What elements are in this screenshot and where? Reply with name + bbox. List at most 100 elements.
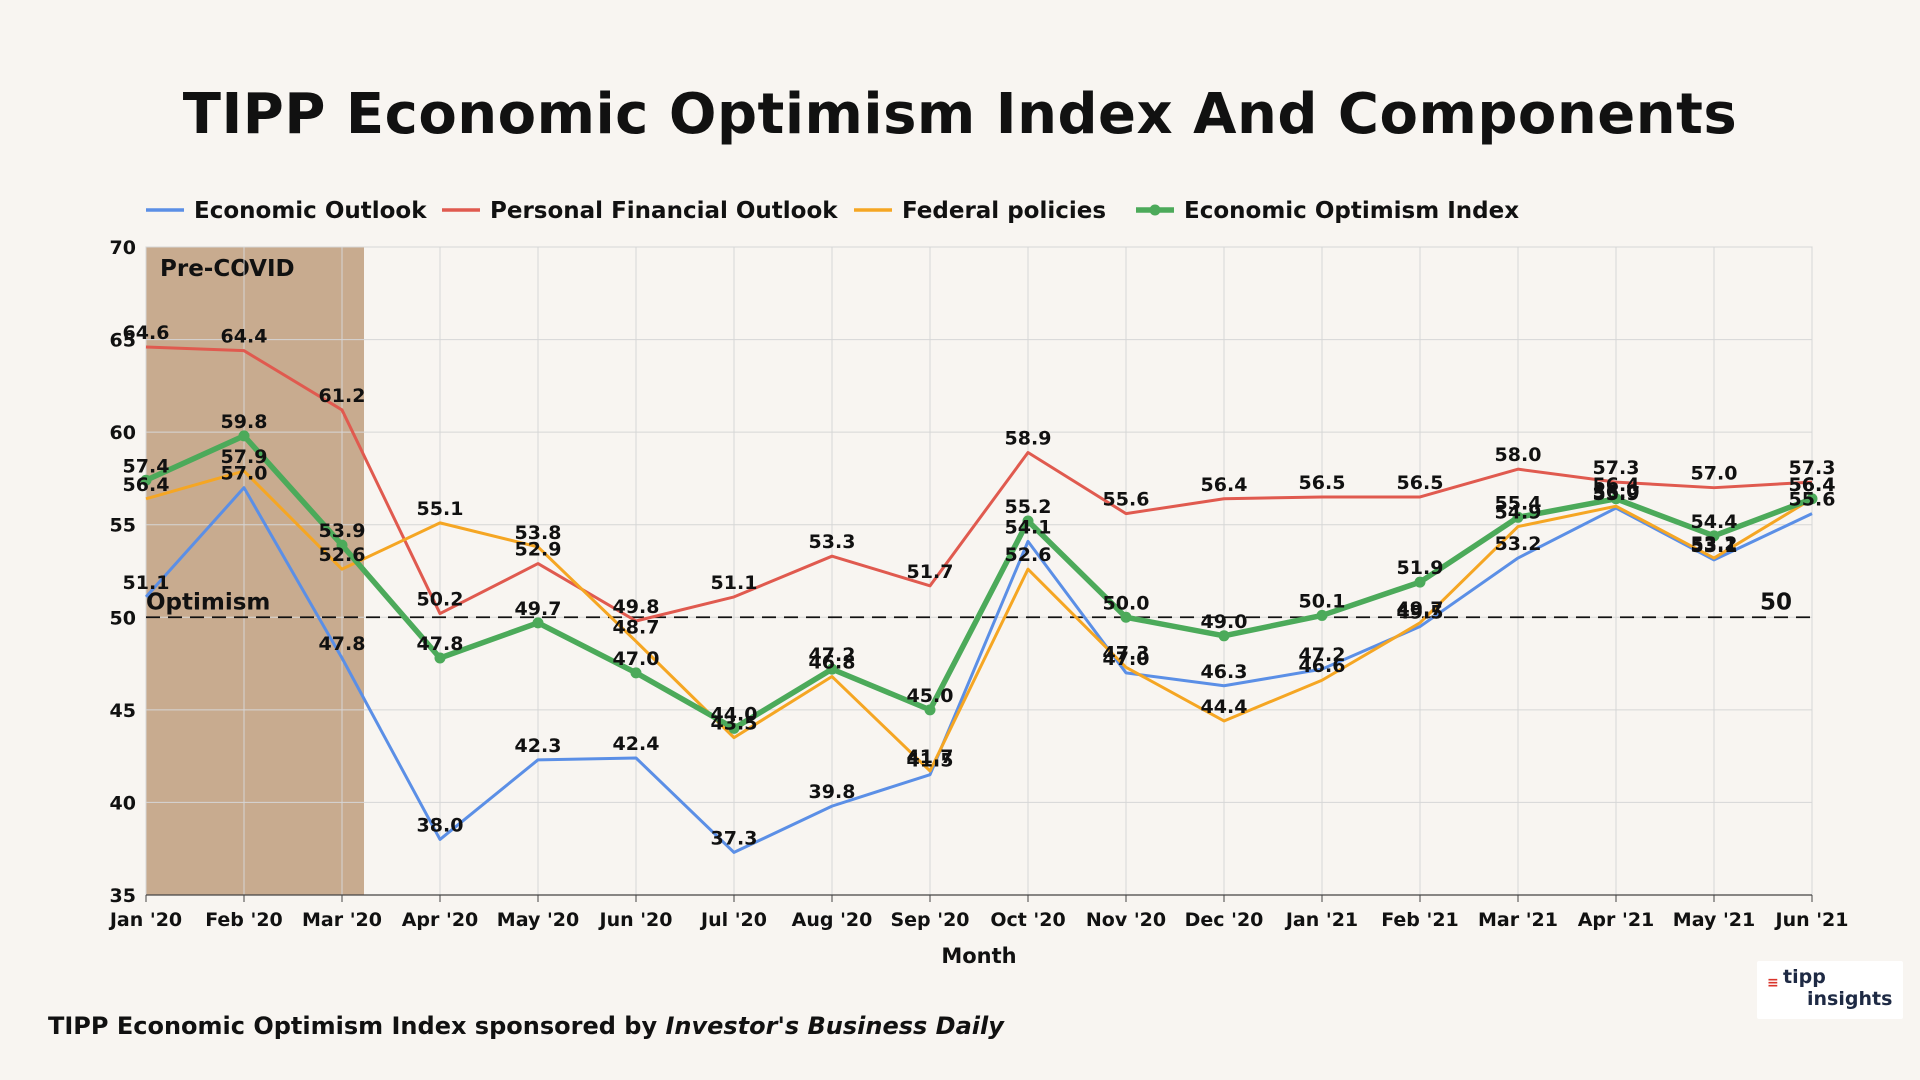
data-label-economic-outlook-jan-20: 51.1 xyxy=(123,572,170,594)
data-label-personal-financial-outlook-aug-20: 53.3 xyxy=(809,531,856,553)
data-label-economic-optimism-index-aug-20: 47.2 xyxy=(809,644,856,666)
legend-item-economic-outlook: Economic Outlook xyxy=(146,198,427,224)
x-tick-jun-20: Jun '20 xyxy=(598,909,673,931)
data-label-federal-policies-mar-20: 52.6 xyxy=(319,544,366,566)
legend-label-economic-optimism-index: Economic Optimism Index xyxy=(1184,198,1519,224)
legend: Economic Outlook Personal Financial Outlo… xyxy=(146,198,1519,224)
series-line-economic-optimism-index xyxy=(144,433,1813,732)
data-label-personal-financial-outlook-may-20: 52.9 xyxy=(515,539,562,561)
marker-economic-optimism-index-may-20 xyxy=(532,617,544,629)
data-label-federal-policies-aug-20: 46.8 xyxy=(809,652,856,674)
legend-item-personal-financial-outlook: Personal Financial Outlook xyxy=(442,198,838,224)
y-tick-60: 60 xyxy=(110,422,136,444)
series-line-federal-policies xyxy=(145,469,1813,773)
data-label-economic-optimism-index-apr-21: 56.4 xyxy=(1593,474,1640,496)
logo-line1: tipp xyxy=(1783,966,1826,988)
pre-covid-region-layer: Pre-COVID xyxy=(146,247,364,895)
marker-economic-optimism-index-jan-20 xyxy=(140,474,152,486)
grid-layer xyxy=(145,246,1813,896)
y-tick-55: 55 xyxy=(110,515,136,537)
x-tick-mar-20: Mar '20 xyxy=(302,909,382,931)
data-label-personal-financial-outlook-feb-20: 64.4 xyxy=(221,326,268,348)
data-label-economic-optimism-index-mar-20: 53.9 xyxy=(319,520,366,542)
data-label-economic-optimism-index-jun-21: 56.4 xyxy=(1789,474,1836,496)
x-tick-oct-20: Oct '20 xyxy=(990,909,1065,931)
data-label-economic-outlook-jan-21: 47.2 xyxy=(1299,644,1346,666)
marker-economic-optimism-index-dec-20 xyxy=(1218,630,1230,642)
series-line-economic-outlook xyxy=(144,486,1813,854)
marker-economic-optimism-index-jun-21 xyxy=(1806,493,1818,505)
x-tick-apr-21: Apr '21 xyxy=(1578,909,1655,931)
series-lines-layer xyxy=(144,345,1813,854)
marker-economic-optimism-index-apr-21 xyxy=(1610,493,1622,505)
data-label-personal-financial-outlook-sep-20: 51.7 xyxy=(907,561,954,583)
data-label-federal-policies-sep-20: 41.7 xyxy=(907,746,954,768)
legend-item-federal-policies: Federal policies xyxy=(854,198,1106,224)
marker-economic-optimism-index-oct-20 xyxy=(1022,515,1034,527)
data-label-federal-policies-nov-20: 47.3 xyxy=(1103,642,1150,664)
data-label-federal-policies-may-21: 53.2 xyxy=(1691,533,1738,555)
optimism-label: Optimism xyxy=(146,589,270,615)
data-label-federal-policies-jun-20: 48.7 xyxy=(613,616,660,638)
data-label-economic-outlook-jun-21: 55.6 xyxy=(1789,489,1836,511)
data-label-personal-financial-outlook-jan-20: 64.6 xyxy=(123,322,170,344)
marker-economic-optimism-index-sep-20 xyxy=(924,704,936,716)
marker-economic-optimism-index-jul-20 xyxy=(728,722,740,734)
tipp-insights-logo: ≡ tipp insights xyxy=(1757,961,1903,1019)
y-tick-70: 70 xyxy=(110,237,136,259)
x-tick-apr-20: Apr '20 xyxy=(402,909,479,931)
y-tick-50: 50 xyxy=(110,607,136,629)
data-label-economic-outlook-may-20: 42.3 xyxy=(515,735,562,757)
data-label-personal-financial-outlook-mar-20: 61.2 xyxy=(319,385,366,407)
data-label-federal-policies-oct-20: 52.6 xyxy=(1005,544,1052,566)
data-label-economic-optimism-index-sep-20: 45.0 xyxy=(907,685,954,707)
legend-label-federal-policies: Federal policies xyxy=(902,198,1106,224)
x-tick-mar-21: Mar '21 xyxy=(1478,909,1558,931)
x-tick-jul-20: Jul '20 xyxy=(699,909,767,931)
marker-economic-optimism-index-mar-21 xyxy=(1512,511,1524,523)
chart-title: TIPP Economic Optimism Index And Compone… xyxy=(182,82,1738,147)
legend-item-economic-optimism-index: Economic Optimism Index xyxy=(1136,198,1519,224)
x-tick-nov-20: Nov '20 xyxy=(1086,909,1166,931)
data-label-economic-outlook-jun-20: 42.4 xyxy=(613,733,660,755)
x-tick-sep-20: Sep '20 xyxy=(890,909,969,931)
data-label-federal-policies-jul-20: 43.5 xyxy=(711,713,758,735)
logo-mark-icon: ≡ xyxy=(1767,975,1779,991)
data-label-federal-policies-mar-21: 54.9 xyxy=(1495,502,1542,524)
reference-value-label: 50 xyxy=(1760,589,1792,615)
data-label-economic-outlook-apr-21: 55.9 xyxy=(1593,483,1640,505)
data-label-personal-financial-outlook-feb-21: 56.5 xyxy=(1397,472,1444,494)
footer-prefix: TIPP Economic Optimism Index sponsored b… xyxy=(48,1012,666,1040)
x-tick-jan-21: Jan '21 xyxy=(1284,909,1358,931)
data-label-economic-optimism-index-jun-20: 47.0 xyxy=(613,648,660,670)
data-label-federal-policies-feb-21: 49.7 xyxy=(1397,598,1444,620)
marker-economic-optimism-index-jun-20 xyxy=(630,667,642,679)
data-label-economic-outlook-oct-20: 54.1 xyxy=(1005,516,1052,538)
data-label-federal-policies-dec-20: 44.4 xyxy=(1201,696,1248,718)
data-label-personal-financial-outlook-jul-20: 51.1 xyxy=(711,572,758,594)
x-tick-may-20: May '20 xyxy=(497,909,579,931)
data-labels-layer: 51.1 57.0 47.8 38.0 42.3 42.4 37.3 39.8 41.5 54.1… xyxy=(123,322,1836,849)
data-label-economic-outlook-apr-20: 38.0 xyxy=(417,814,464,836)
data-label-economic-optimism-index-oct-20: 55.2 xyxy=(1005,496,1052,518)
data-label-personal-financial-outlook-may-21: 57.0 xyxy=(1691,463,1738,485)
data-label-personal-financial-outlook-apr-20: 50.2 xyxy=(417,589,464,611)
data-label-economic-optimism-index-apr-20: 47.8 xyxy=(417,633,464,655)
data-label-economic-outlook-feb-21: 49.5 xyxy=(1397,602,1444,624)
data-label-federal-policies-may-20: 53.8 xyxy=(515,522,562,544)
x-tick-jun-21: Jun '21 xyxy=(1774,909,1849,931)
data-label-personal-financial-outlook-jun-20: 49.8 xyxy=(613,596,660,618)
y-tick-45: 45 xyxy=(110,700,136,722)
y-tick-35: 35 xyxy=(110,885,136,907)
data-label-economic-outlook-nov-20: 47.0 xyxy=(1103,648,1150,670)
data-label-economic-optimism-index-nov-20: 50.0 xyxy=(1103,592,1150,614)
marker-economic-optimism-index-nov-20 xyxy=(1120,611,1132,623)
data-label-economic-outlook-mar-21: 53.2 xyxy=(1495,533,1542,555)
footer-publication: Investor's Business Daily xyxy=(665,1012,1004,1040)
legend-label-economic-outlook: Economic Outlook xyxy=(194,198,427,224)
data-label-federal-policies-jun-21: 56.4 xyxy=(1789,474,1836,496)
marker-economic-optimism-index-jan-21 xyxy=(1316,609,1328,621)
plot-area xyxy=(145,246,1813,896)
data-label-economic-outlook-mar-20: 47.8 xyxy=(319,633,366,655)
